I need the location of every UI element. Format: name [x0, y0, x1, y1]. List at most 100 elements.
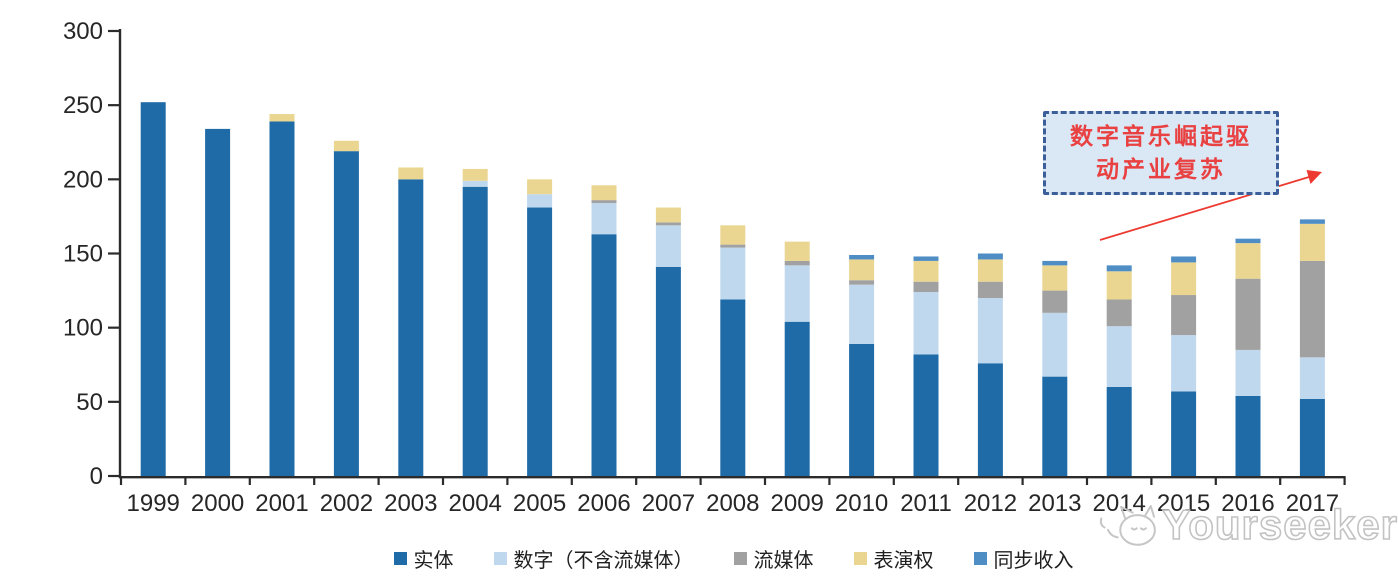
bar-segment-2010-s3 — [849, 259, 875, 281]
y-axis-tick-label: 200 — [63, 166, 103, 193]
bar-segment-2015-s2 — [1171, 295, 1197, 336]
bar-segment-2003-s3 — [398, 167, 424, 180]
bar-segment-2014-s1 — [1106, 326, 1132, 387]
x-axis-tick-label: 2010 — [835, 490, 888, 517]
bar-segment-2007-s0 — [655, 266, 681, 476]
bar-segment-2013-s2 — [1042, 290, 1068, 313]
legend-swatch-icon — [853, 551, 867, 565]
annotation-arrow-head — [1306, 170, 1322, 184]
bar-segment-2017-s2 — [1299, 260, 1325, 358]
bar-segment-2006-s1 — [591, 203, 617, 235]
legend-item-3: 表演权 — [853, 544, 934, 573]
bar-segment-2011-s1 — [913, 292, 939, 355]
x-axis-tick-label: 2013 — [1028, 490, 1081, 517]
bar-segment-2006-s3 — [591, 185, 617, 201]
x-axis-tick-label: 2011 — [900, 490, 952, 517]
bar-segment-2010-s0 — [849, 343, 875, 476]
bar-segment-2012-s1 — [977, 298, 1003, 364]
bar-segment-2017-s0 — [1299, 398, 1325, 476]
chart-legend: 实体 数字（不含流媒体） 流媒体 表演权 同步收入 — [121, 543, 1346, 573]
bar-segment-2009-s3 — [784, 241, 810, 261]
bar-segment-2001-s3 — [269, 114, 295, 122]
bar-segment-2007-s2 — [655, 222, 681, 226]
bar-segment-2009-s1 — [784, 265, 810, 322]
bar-segment-2011-s0 — [913, 354, 939, 476]
bar-segment-2012-s3 — [977, 259, 1003, 282]
x-axis-tick-label: 2006 — [577, 490, 630, 517]
x-axis-tick-label: 2005 — [513, 490, 566, 517]
bar-segment-2008-s3 — [720, 225, 746, 245]
bar-segment-2014-s2 — [1106, 299, 1132, 327]
bar-segment-2011-s2 — [913, 281, 939, 293]
bar-segment-2016-s2 — [1235, 278, 1261, 350]
x-axis-tick-label: 2000 — [191, 490, 244, 517]
x-axis-tick-label: 2017 — [1286, 490, 1339, 517]
bar-segment-2015-s1 — [1171, 335, 1197, 392]
bar-segment-2007-s3 — [655, 207, 681, 223]
y-axis-tick-label: 100 — [63, 315, 103, 342]
bar-segment-2015-s3 — [1171, 262, 1197, 296]
annotation-callout: 数字音乐崛起驱 动产业复苏 — [1043, 111, 1279, 195]
bar-segment-2009-s2 — [784, 260, 810, 266]
x-axis-tick-label: 2009 — [771, 490, 824, 517]
legend-item-0: 实体 — [393, 544, 454, 573]
bar-segment-2004-s3 — [462, 168, 488, 181]
legend-label: 同步收入 — [993, 549, 1074, 572]
bar-segment-2017-s3 — [1299, 223, 1325, 261]
bar-segment-2003-s0 — [398, 179, 424, 477]
legend-label: 流媒体 — [753, 549, 814, 572]
legend-item-2: 流媒体 — [733, 544, 814, 573]
legend-swatch-icon — [493, 551, 507, 565]
bar-segment-2004-s0 — [462, 186, 488, 476]
bar-segment-2005-s3 — [527, 179, 553, 195]
bar-segment-2017-s4 — [1299, 219, 1325, 224]
y-axis-tick-label: 300 — [63, 18, 103, 45]
bar-segment-2014-s0 — [1106, 387, 1132, 476]
x-axis-tick-label: 2001 — [255, 490, 308, 517]
bar-segment-2004-s1 — [462, 180, 488, 187]
bar-segment-2012-s4 — [977, 253, 1003, 260]
legend-label: 数字（不含流媒体） — [513, 549, 694, 572]
bar-segment-1999-s0 — [140, 102, 166, 476]
bar-segment-2014-s4 — [1106, 265, 1132, 272]
bar-segment-2008-s0 — [720, 299, 746, 476]
x-axis-tick-label: 2002 — [320, 490, 373, 517]
bar-segment-2017-s1 — [1299, 357, 1325, 399]
bar-segment-2005-s0 — [527, 207, 553, 476]
legend-swatch-icon — [973, 551, 987, 565]
bar-segment-2006-s2 — [591, 200, 617, 204]
bar-segment-2016-s3 — [1235, 243, 1261, 279]
x-axis-tick-label: 2014 — [1093, 490, 1146, 517]
legend-label: 表演权 — [873, 549, 934, 572]
bar-segment-2009-s0 — [784, 321, 810, 476]
legend-item-1: 数字（不含流媒体） — [493, 544, 694, 573]
bar-segment-2008-s2 — [720, 244, 746, 248]
bar-segment-2007-s1 — [655, 225, 681, 267]
bar-segment-2013-s1 — [1042, 312, 1068, 377]
legend-swatch-icon — [733, 551, 747, 565]
bar-segment-2011-s4 — [913, 256, 939, 261]
x-axis-tick-label: 2012 — [964, 490, 1017, 517]
annotation-line-2: 动产业复苏 — [1096, 156, 1226, 182]
x-axis-tick-label: 2008 — [706, 490, 759, 517]
bar-segment-2014-s3 — [1106, 271, 1132, 300]
bar-segment-2016-s1 — [1235, 349, 1261, 396]
bar-segment-2010-s1 — [849, 284, 875, 344]
x-axis-tick-label: 2016 — [1221, 490, 1274, 517]
bar-segment-2011-s3 — [913, 260, 939, 282]
x-axis-tick-label: 2003 — [384, 490, 437, 517]
y-axis-tick-label: 250 — [63, 92, 103, 119]
x-axis-tick-label: 1999 — [127, 490, 180, 517]
bar-segment-2005-s1 — [527, 194, 553, 208]
bar-segment-2002-s3 — [333, 140, 359, 152]
bar-segment-2006-s0 — [591, 234, 617, 476]
x-axis-tick-label: 2007 — [642, 490, 695, 517]
bar-segment-2012-s0 — [977, 363, 1003, 476]
bar-segment-2013-s4 — [1042, 260, 1068, 266]
y-axis-tick-label: 50 — [76, 389, 103, 416]
x-axis-tick-label: 2004 — [449, 490, 502, 517]
y-axis-tick-label: 150 — [63, 241, 103, 268]
bar-segment-2000-s0 — [205, 128, 231, 476]
bar-segment-2010-s4 — [849, 254, 875, 260]
